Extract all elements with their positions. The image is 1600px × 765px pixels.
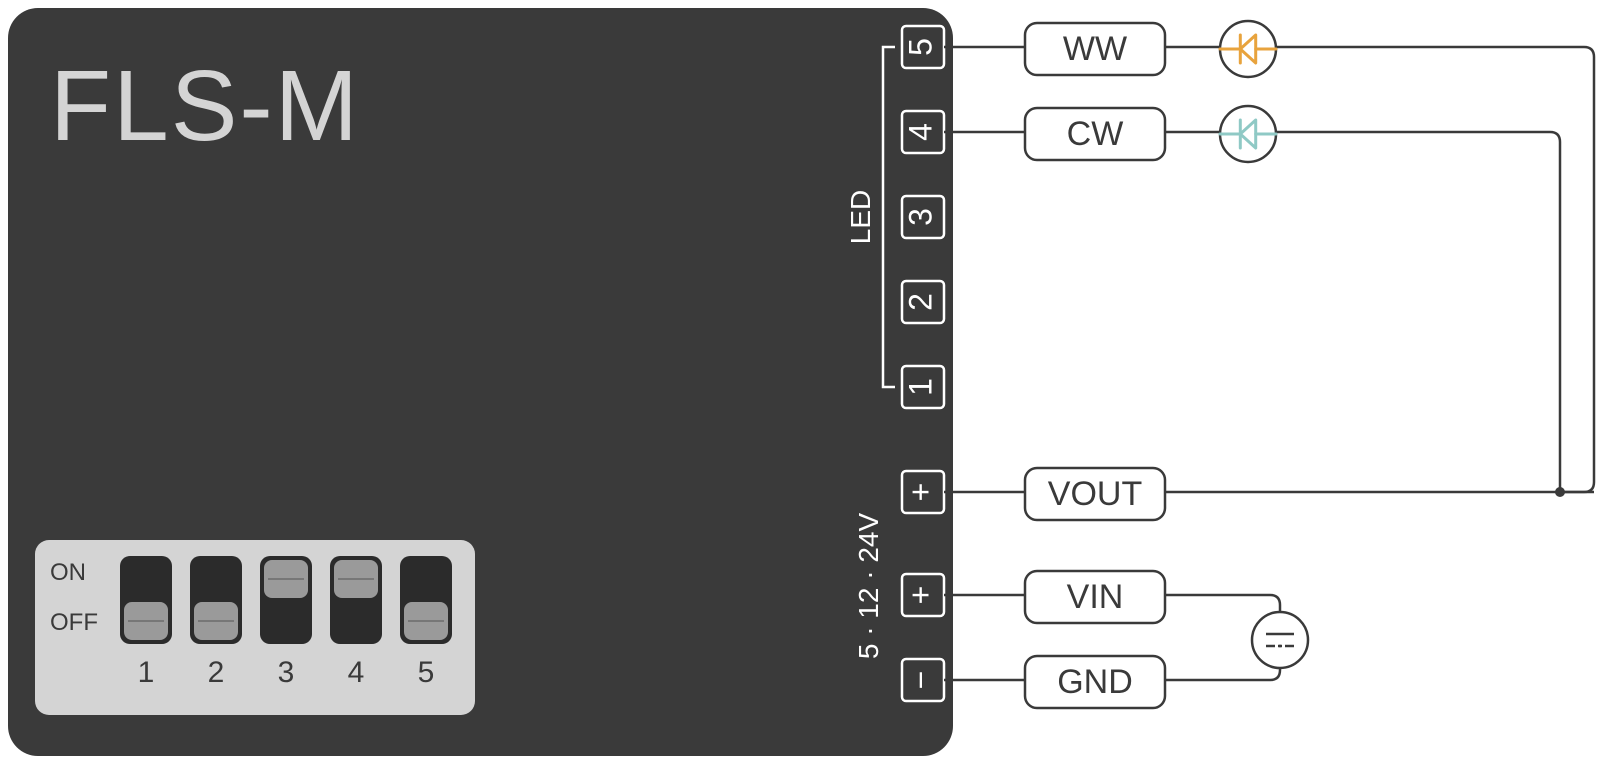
junction-vout	[1555, 487, 1565, 497]
gnd-node-label: GND	[1057, 663, 1133, 701]
dip-label-on: ON	[50, 559, 86, 586]
vout-node-label: VOUT	[1048, 475, 1142, 513]
led-group-label: LED	[845, 190, 876, 244]
wire-ww-rail	[1276, 47, 1594, 492]
dip-switch[interactable]	[330, 556, 382, 644]
wiring-diagram: FLS-M ON OFF 1 2 3 4 5 LED 5 · 12 · 24V 5 4 3 2…	[0, 0, 1600, 765]
dip-switch-number: 2	[208, 656, 225, 689]
dip-switch-number: 5	[418, 656, 435, 689]
dip-switch[interactable]	[260, 556, 312, 644]
terminal-label: 4	[902, 123, 938, 141]
terminal-label: 5	[902, 38, 938, 56]
ww-led-icon	[1220, 21, 1276, 77]
power-group-label: 5 · 12 · 24V	[853, 513, 884, 660]
terminal-label: −	[902, 671, 938, 690]
dc-source-icon	[1252, 612, 1308, 668]
module-title: FLS-M	[50, 50, 360, 162]
dip-switch[interactable]	[190, 556, 242, 644]
dip-switch[interactable]	[120, 556, 172, 644]
dip-label-off: OFF	[50, 609, 98, 636]
ww-node-label: WW	[1063, 30, 1127, 68]
dip-switch-number: 3	[278, 656, 295, 689]
wire-vin-psu	[1165, 595, 1280, 612]
terminal-label: 3	[902, 208, 938, 226]
terminal-label: 2	[902, 293, 938, 311]
cw-led-icon	[1220, 106, 1276, 162]
cw-node-label: CW	[1067, 115, 1124, 153]
terminal-label: +	[902, 586, 938, 605]
terminal-label: +	[902, 483, 938, 502]
wire-cw-rail	[1276, 132, 1560, 492]
vin-node-label: VIN	[1067, 578, 1124, 616]
terminal-label: 1	[902, 378, 938, 396]
dip-switch-number: 1	[138, 656, 155, 689]
dip-switch-number: 4	[348, 656, 365, 689]
wire-gnd-psu	[1165, 668, 1280, 680]
dip-switch-panel: ON OFF 1 2 3 4 5	[35, 540, 475, 715]
dip-switch[interactable]	[400, 556, 452, 644]
